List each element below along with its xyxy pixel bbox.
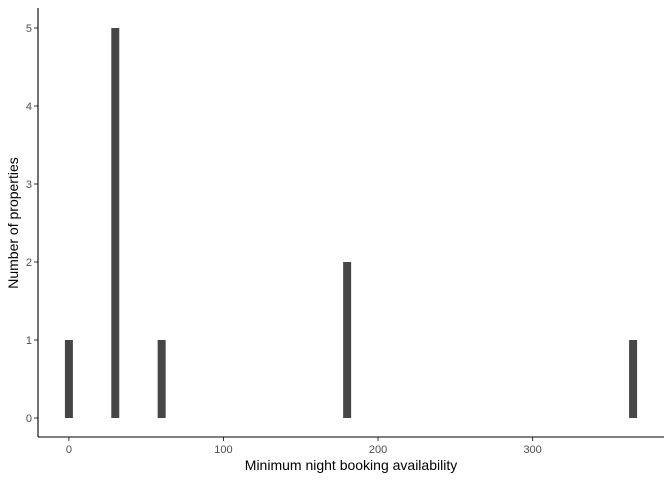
y-tick-label-3: 3 (26, 179, 32, 191)
y-axis-title: Number of properties (5, 157, 21, 289)
y-tick-label-0: 0 (26, 413, 32, 425)
x-axis-ticks: 0 100 200 300 (66, 437, 542, 456)
bar-180 (343, 262, 352, 418)
y-axis-ticks: 0 1 2 3 4 5 (26, 23, 38, 425)
x-tick-label-300: 300 (523, 444, 541, 456)
bars-layer (64, 28, 638, 418)
y-tick-label-1: 1 (26, 335, 32, 347)
bar-60 (157, 340, 166, 418)
x-axis-title: Minimum night booking availability (245, 457, 457, 473)
x-tick-label-100: 100 (214, 444, 232, 456)
bar-365 (629, 340, 638, 418)
bar-0 (64, 340, 73, 418)
bar-30 (111, 28, 120, 418)
x-tick-label-0: 0 (66, 444, 72, 456)
y-tick-label-5: 5 (26, 23, 32, 35)
y-tick-label-4: 4 (26, 101, 32, 113)
y-tick-label-2: 2 (26, 257, 32, 269)
x-tick-label-200: 200 (369, 444, 387, 456)
